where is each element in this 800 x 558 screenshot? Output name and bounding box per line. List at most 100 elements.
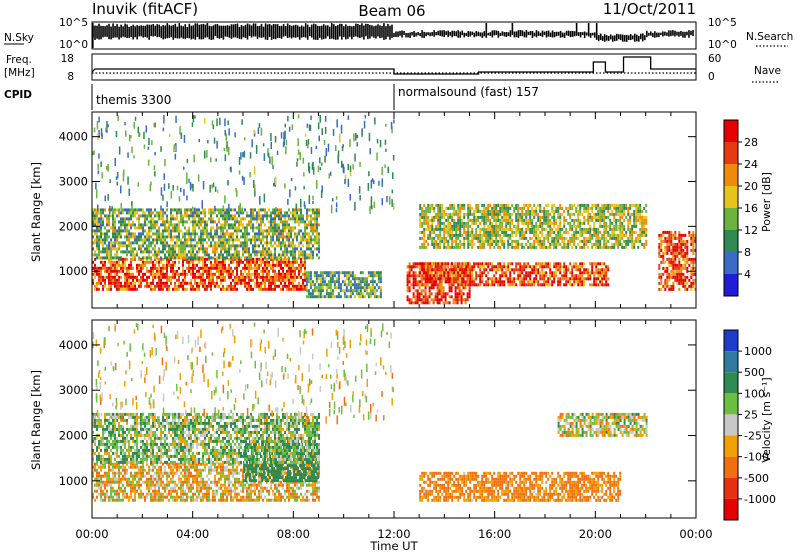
heatmap-cell: [196, 282, 198, 285]
heatmap-cell: [352, 289, 354, 292]
heatmap-cell: [415, 265, 417, 268]
heatmap-cell: [240, 235, 242, 238]
heatmap-cell: [244, 276, 246, 279]
heatmap-cell: [236, 238, 238, 241]
heatmap-cell: [298, 282, 300, 285]
heatmap-cell: [192, 232, 194, 235]
heatmap-cell: [459, 271, 461, 274]
heatmap-cell: [473, 265, 475, 268]
heatmap-cell: [192, 253, 194, 256]
heatmap-cell: [278, 276, 280, 279]
heatmap-cell: [94, 264, 96, 267]
heatmap-cell: [481, 271, 483, 274]
freq-trace: [92, 57, 696, 74]
heatmap-cell: [252, 235, 254, 238]
heatmap-cell: [204, 258, 206, 261]
heatmap-cell: [160, 214, 162, 217]
heatmap-cell: [158, 264, 160, 267]
heatmap-cell: [573, 243, 575, 246]
heatmap-cell: [150, 288, 152, 291]
heatmap-cell: [419, 268, 421, 271]
heatmap-cell: [413, 286, 415, 289]
heatmap-cell: [276, 256, 278, 259]
heatmap-cell: [441, 289, 443, 292]
heatmap-cell: [597, 216, 599, 219]
heatmap-cell: [666, 243, 668, 246]
heatmap-cell: [264, 229, 266, 232]
heatmap-cell: [567, 222, 569, 225]
heatmap-cell: [170, 267, 172, 270]
heatmap-cell: [228, 285, 230, 288]
heatmap-cell: [262, 244, 264, 247]
heatmap-cell: [278, 217, 280, 220]
heatmap-cell: [236, 235, 238, 238]
heatmap-cell: [575, 274, 577, 277]
heatmap-cell: [282, 244, 284, 247]
heatmap-cell: [220, 208, 222, 211]
heatmap-cell: [174, 264, 176, 267]
heatmap-cell: [144, 264, 146, 267]
heatmap-cell: [122, 241, 124, 244]
heatmap-cell: [238, 276, 240, 279]
heatmap-cell: [168, 244, 170, 247]
heatmap-cell: [320, 271, 322, 274]
heatmap-cell: [571, 225, 573, 228]
heatmap-cell: [411, 283, 413, 286]
heatmap-cell: [549, 271, 551, 274]
heatmap-cell: [134, 211, 136, 214]
heatmap-cell: [156, 267, 158, 270]
heatmap-cell: [246, 250, 248, 253]
heatmap-cell: [517, 222, 519, 225]
heatmap-cell: [232, 279, 234, 282]
heatmap-cell: [469, 213, 471, 216]
heatmap-cell: [304, 253, 306, 256]
heatmap-cell: [350, 280, 352, 283]
heatmap-cell: [272, 282, 274, 285]
heatmap-cell: [487, 271, 489, 274]
heatmap-cell: [605, 243, 607, 246]
heatmap-cell: [318, 250, 320, 253]
heatmap-cell: [517, 240, 519, 243]
heatmap-cell: [346, 286, 348, 289]
heatmap-cell: [527, 225, 529, 228]
heatmap-cell: [407, 274, 409, 277]
heatmap-cell: [350, 292, 352, 295]
heatmap-cell: [549, 243, 551, 246]
heatmap-cell: [455, 213, 457, 216]
heatmap-cell: [461, 243, 463, 246]
heatmap-cell: [196, 285, 198, 288]
heatmap-cell: [234, 250, 236, 253]
heatmap-cell: [214, 250, 216, 253]
heatmap-cell: [280, 232, 282, 235]
heatmap-cell: [228, 264, 230, 267]
heatmap-cell: [216, 244, 218, 247]
heatmap-cell: [258, 238, 260, 241]
heatmap-cell: [489, 268, 491, 271]
heatmap-cell: [192, 229, 194, 232]
heatmap-cell: [308, 214, 310, 217]
heatmap-cell: [658, 282, 660, 285]
heatmap-cell: [531, 225, 533, 228]
heatmap-cell: [192, 223, 194, 226]
heatmap-cell: [553, 225, 555, 228]
heatmap-cell: [306, 238, 308, 241]
heatmap-cell: [182, 261, 184, 264]
heatmap-cell: [447, 219, 449, 222]
heatmap-cell: [457, 268, 459, 271]
heatmap-cell: [495, 231, 497, 234]
heatmap-cell: [676, 264, 678, 267]
heatmap-cell: [242, 273, 244, 276]
heatmap-cell: [511, 243, 513, 246]
heatmap-cell: [120, 270, 122, 273]
heatmap-cell: [294, 273, 296, 276]
heatmap-cell: [505, 265, 507, 268]
heatmap-cell: [136, 226, 138, 229]
heatmap-cell: [236, 229, 238, 232]
heatmap-cell: [441, 222, 443, 225]
heatmap-cell: [431, 216, 433, 219]
heatmap-cell: [372, 283, 374, 286]
heatmap-cell: [186, 220, 188, 223]
heatmap-cell: [278, 214, 280, 217]
heatmap-cell: [194, 217, 196, 220]
